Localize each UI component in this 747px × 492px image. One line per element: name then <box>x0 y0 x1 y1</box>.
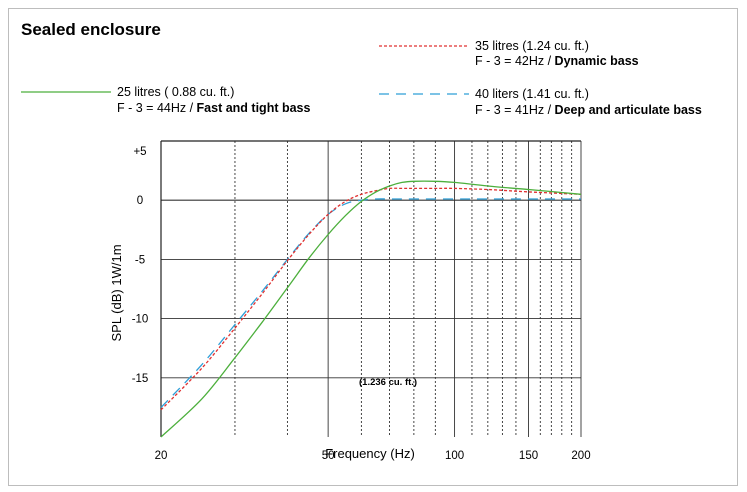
x-tick-label: 200 <box>571 450 590 462</box>
y-tick-label: -10 <box>132 314 149 326</box>
legend-detail-bold-35: Dynamic bass <box>555 54 639 68</box>
legend-detail-prefix-35: F - 3 = 42Hz / <box>475 54 555 68</box>
legend-detail-25-litres: F - 3 = 44Hz / Fast and tight bass <box>117 101 310 115</box>
plot-curves <box>160 180 582 438</box>
x-tick-label: 20 <box>155 450 168 462</box>
legend-label-25-litres: 25 litres ( 0.88 cu. ft.) <box>117 85 234 99</box>
legend-detail-35-litres: F - 3 = 42Hz / Dynamic bass <box>475 54 639 68</box>
legend-label-40-liters: 40 liters (1.41 cu. ft.) <box>475 87 589 101</box>
chart-title: Sealed enclosure <box>21 20 161 39</box>
chart-frame: Sealed enclosure 35 litres (1.24 cu. ft.… <box>8 8 738 486</box>
series-line-0 <box>160 180 582 438</box>
legend-detail-40-liters: F - 3 = 41Hz / Deep and articulate bass <box>475 103 702 117</box>
plot-grid <box>160 140 582 437</box>
chart-svg: Sealed enclosure 35 litres (1.24 cu. ft.… <box>21 20 702 462</box>
y-tick-label: +5 <box>133 146 146 158</box>
x-tick-label: 150 <box>519 450 538 462</box>
volume-annotation: (1.236 cu. ft.) <box>359 377 417 388</box>
x-tick-label: 50 <box>322 450 335 462</box>
y-tick-label: -5 <box>135 254 145 266</box>
legend-label-35-litres: 35 litres (1.24 cu. ft.) <box>475 39 589 53</box>
legend-detail-prefix-25: F - 3 = 44Hz / <box>117 101 197 115</box>
legend-detail-prefix-40: F - 3 = 41Hz / <box>475 103 555 117</box>
legend-detail-bold-40: Deep and articulate bass <box>555 103 702 117</box>
x-axis-label: Frequency (Hz) <box>325 446 415 461</box>
x-tick-label: 100 <box>445 450 464 462</box>
y-axis-label: SPL (dB) 1W/1m <box>109 244 124 341</box>
series-line-1 <box>160 187 582 411</box>
axis-ticks: 20 50 100 150 200 +5 0 -5 -10 -15 <box>132 146 591 462</box>
legend-detail-bold-25: Fast and tight bass <box>197 101 311 115</box>
y-tick-label: -15 <box>132 373 149 385</box>
y-tick-label: 0 <box>137 195 143 207</box>
